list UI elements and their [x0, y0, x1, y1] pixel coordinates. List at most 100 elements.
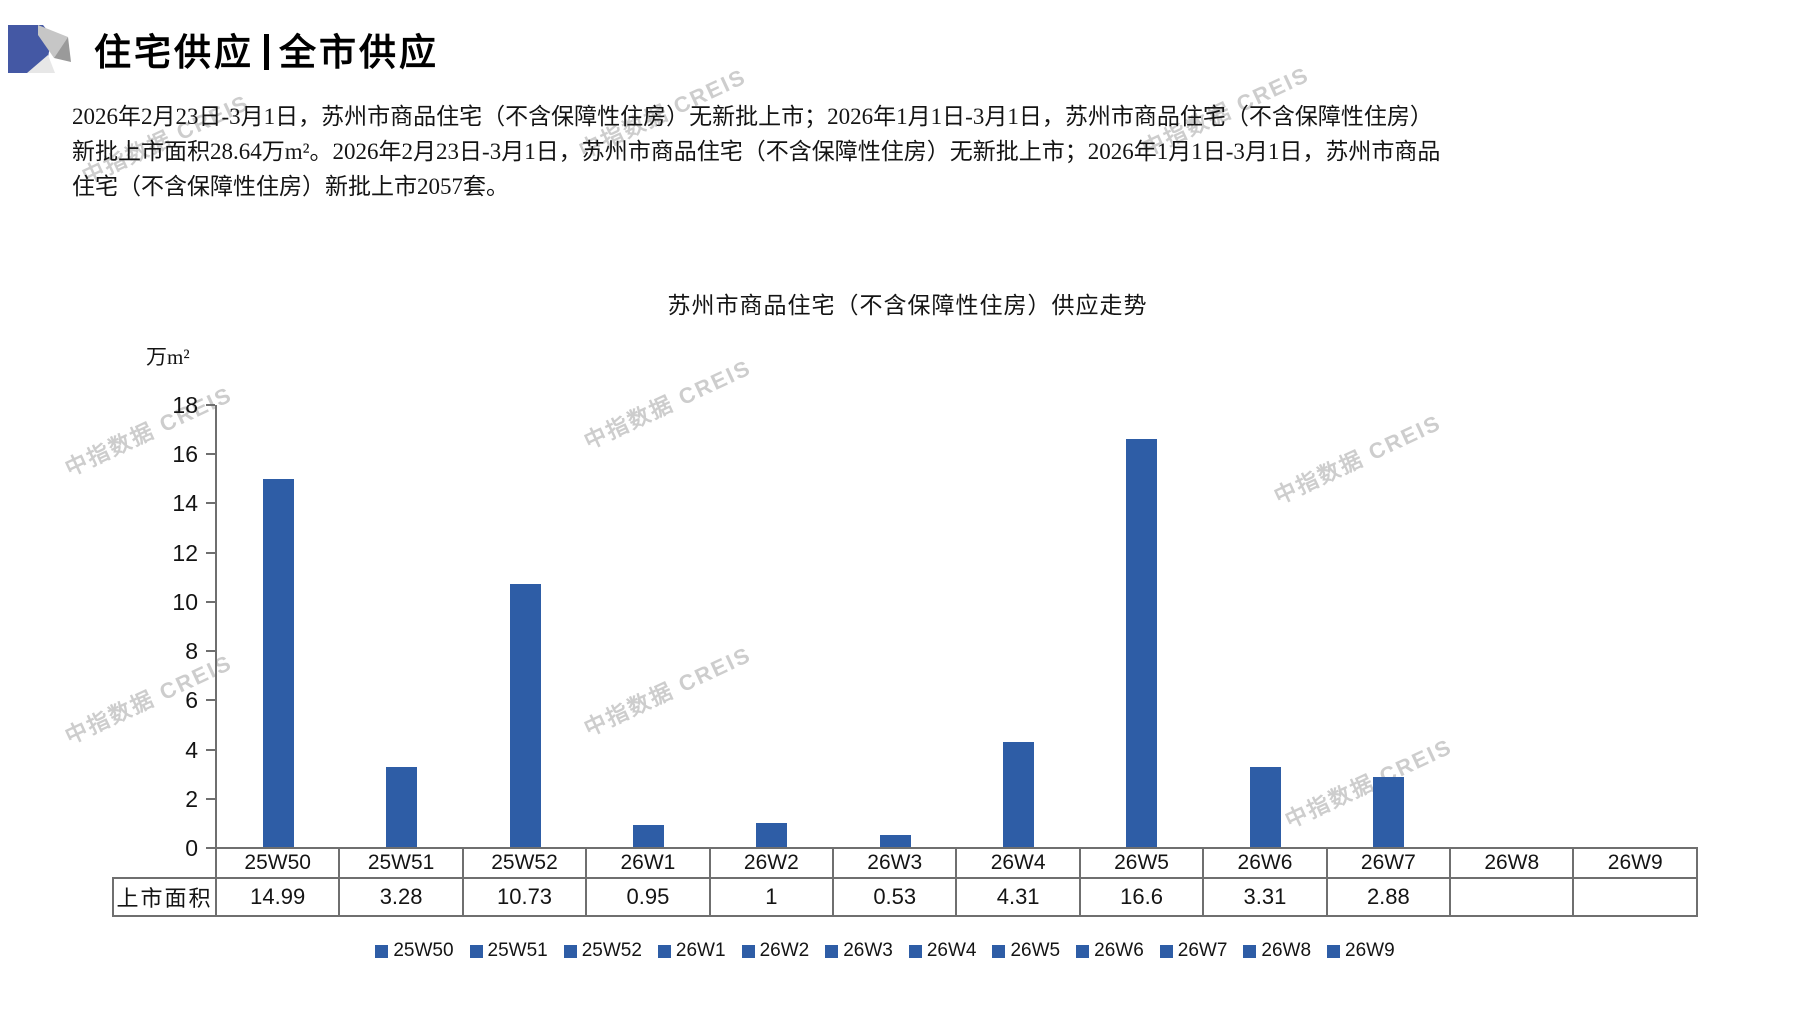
- table-value-cell: 16.6: [1078, 877, 1205, 917]
- bar-column: [1204, 405, 1327, 848]
- legend-item: 26W1: [657, 940, 726, 962]
- y-axis-label: 0: [185, 835, 198, 861]
- legend-swatch-icon: [375, 944, 389, 958]
- bar: [633, 824, 665, 848]
- legend-item: 25W52: [563, 940, 642, 962]
- legend-label: 25W50: [393, 940, 454, 961]
- y-axis-label: 10: [172, 588, 198, 615]
- legend-swatch-icon: [1076, 944, 1090, 958]
- table-value-cell: 1: [708, 877, 835, 917]
- x-axis-label-cell: 25W52: [461, 847, 588, 879]
- title-divider: [264, 34, 269, 70]
- bar-column: [710, 405, 833, 848]
- y-tick-mark: [206, 699, 215, 702]
- legend-item: 26W5: [992, 940, 1060, 962]
- legend-label: 26W9: [1345, 940, 1395, 961]
- legend-swatch-icon: [657, 944, 671, 958]
- legend-swatch-icon: [1243, 944, 1257, 958]
- legend-item: 26W6: [1076, 940, 1144, 962]
- bar: [756, 823, 788, 848]
- bar: [1373, 777, 1405, 848]
- table-value-cell: 0.53: [832, 877, 958, 917]
- table-value-cell: 14.99: [214, 877, 341, 917]
- legend-label: 26W4: [926, 940, 977, 961]
- bar: [386, 767, 418, 848]
- table-row-labels: 25W50 25W51 25W52 26W1 26W2 26W3 26W4 26W5 26W6 2…: [113, 847, 1698, 879]
- y-axis-label: 18: [172, 392, 198, 418]
- legend-swatch-icon: [825, 944, 839, 958]
- legend-item: 26W7: [1159, 940, 1228, 962]
- bar-column: [464, 405, 587, 848]
- y-axis-label: 8: [185, 638, 198, 665]
- bar-column: [217, 405, 340, 848]
- bar-column: [1450, 405, 1573, 848]
- x-axis-label-cell: 26W3: [832, 847, 958, 879]
- y-tick-mark: [206, 847, 215, 849]
- bar: [1126, 439, 1158, 848]
- page-title: 住宅供应 全市供应: [94, 22, 439, 74]
- legend-label: 26W6: [1094, 940, 1144, 961]
- y-tick-mark: [206, 502, 215, 505]
- legend-label: 26W2: [759, 940, 810, 961]
- table-row-values: 上市面积 14.99 3.28 10.73 0.95 1 0.53 4.31 16.6 3.31 2…: [112, 877, 1698, 917]
- legend-item: 26W3: [825, 940, 893, 962]
- x-axis-label-cell: 26W7: [1325, 847, 1452, 879]
- legend-swatch-icon: [1159, 944, 1173, 958]
- y-axis-label: 4: [185, 736, 198, 763]
- table-value-cell: 10.73: [461, 877, 588, 917]
- legend-label: 26W1: [675, 940, 726, 961]
- y-axis-label: 12: [172, 539, 198, 566]
- y-tick-mark: [206, 453, 215, 456]
- bar-column: [1574, 405, 1697, 848]
- legend-item: 25W50: [375, 940, 454, 962]
- y-tick-mark: [206, 650, 215, 653]
- table-value-cell: 2.88: [1325, 877, 1452, 917]
- bar-column: [1327, 405, 1450, 848]
- y-tick-mark: [206, 748, 215, 751]
- legend-label: 25W51: [487, 940, 548, 961]
- bar-column: [340, 405, 463, 848]
- legend-item: 26W2: [741, 940, 810, 962]
- y-tick-mark: [206, 404, 215, 406]
- legend-label: 25W52: [581, 940, 642, 961]
- legend-item: 26W8: [1243, 940, 1311, 962]
- brand-logo-icon: [8, 25, 71, 73]
- legend-item: 26W9: [1327, 940, 1395, 962]
- bar: [263, 479, 295, 848]
- legend-swatch-icon: [908, 944, 922, 958]
- y-axis-line: [215, 405, 217, 848]
- table-value-cell: 4.31: [955, 877, 1081, 917]
- legend-label: 26W7: [1177, 940, 1228, 961]
- y-tick-mark: [206, 797, 215, 800]
- legend-swatch-icon: [741, 944, 755, 958]
- x-axis-label-cell: 26W9: [1572, 847, 1698, 879]
- legend-label: 26W8: [1261, 940, 1312, 961]
- data-table: 25W50 25W51 25W52 26W1 26W2 26W3 26W4 26W5 26W6 2…: [112, 847, 1698, 917]
- legend-item: 26W4: [908, 940, 977, 962]
- y-axis-label: 6: [185, 687, 198, 714]
- summary-line: 住宅（不含保障性住房）新批上市2057套。: [72, 174, 509, 199]
- summary-line: 新批上市面积28.64万m²。2026年2月23日-3月1日，苏州市商品住宅（不…: [72, 139, 1441, 164]
- y-tick-mark: [206, 551, 215, 554]
- x-axis-label-cell: 26W6: [1202, 847, 1328, 879]
- table-value-cell: 3.28: [338, 877, 464, 917]
- y-axis-unit-label: 万m²: [146, 345, 190, 369]
- y-tick-mark: [206, 600, 215, 603]
- x-axis-label-cell: 25W50: [214, 847, 341, 879]
- bar: [1249, 766, 1281, 848]
- bar-column: [587, 405, 710, 848]
- bar: [509, 583, 541, 848]
- x-axis-label-cell: 26W2: [708, 847, 835, 879]
- x-axis-label-cell: 26W5: [1078, 847, 1205, 879]
- chart-legend: 25W50 25W51 25W52 26W1 26W2 26W3 26W4 26W5 26W6 2…: [60, 936, 1710, 966]
- legend-label: 26W3: [843, 940, 893, 961]
- bar-column: [834, 405, 957, 848]
- x-axis-label-cell: 26W4: [955, 847, 1081, 879]
- legend-swatch-icon: [563, 944, 577, 958]
- x-axis-label-cell: 26W8: [1449, 847, 1575, 879]
- table-value-cell: [1572, 877, 1698, 917]
- legend-swatch-icon: [992, 944, 1006, 958]
- legend-item: 25W51: [469, 940, 548, 962]
- bar: [1003, 741, 1035, 848]
